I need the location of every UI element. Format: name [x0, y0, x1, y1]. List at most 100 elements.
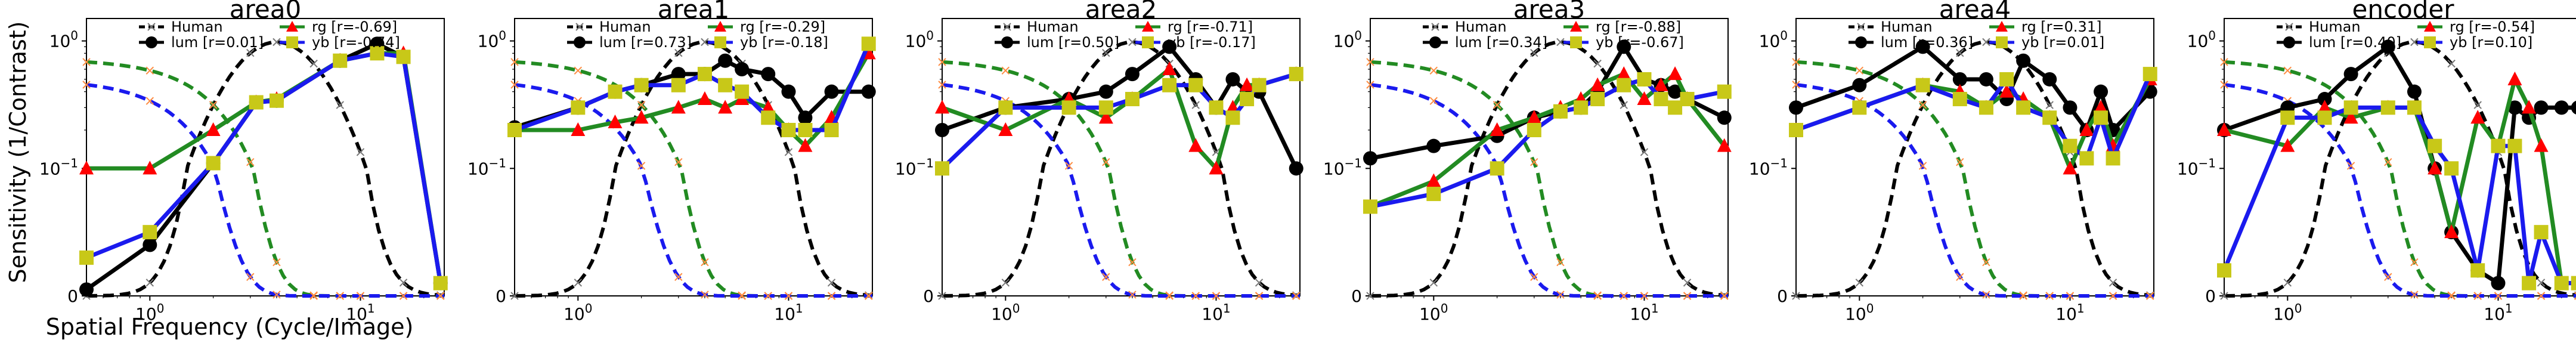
figure-x-axis-label: Spatial Frequency (Cycle/Image)	[45, 314, 414, 340]
data-point-rg	[2079, 122, 2094, 136]
human-cross-marker	[510, 58, 519, 66]
human-cross-marker	[1556, 291, 1565, 299]
y-tick-label: 100	[1759, 29, 1788, 51]
human-cross-marker	[1982, 291, 1990, 299]
data-point-yb	[1979, 100, 1993, 115]
data-point-lum	[1915, 39, 1930, 54]
data-point-yb	[2491, 138, 2506, 153]
data-point-rg	[1240, 77, 1255, 91]
data-point-yb	[571, 100, 586, 115]
y-tick-label: 10−1	[895, 156, 934, 178]
data-point-rg	[2317, 100, 2332, 114]
human-cross-marker	[1255, 279, 1264, 287]
y-tick-label: 100	[49, 29, 78, 51]
human-cross-marker	[2447, 292, 2456, 300]
legend-rg-marker	[1142, 21, 1154, 32]
data-point-rg	[1098, 110, 1113, 124]
legend-yb-marker	[286, 36, 298, 48]
human-cross-marker	[2066, 292, 2075, 300]
data-point-yb	[1999, 72, 2014, 86]
data-point-rg	[718, 100, 733, 114]
data-point-rg	[671, 100, 686, 114]
data-point-yb	[798, 122, 813, 137]
human-rg-curve	[1370, 60, 1728, 298]
human-cross-marker	[2283, 66, 2292, 75]
data-point-lum	[1426, 138, 1441, 153]
data-point-rg	[1999, 84, 2014, 98]
legend-rg-label: rg [r=-0.71]	[1168, 18, 1253, 35]
data-point-yb	[671, 78, 686, 92]
x-tick-label: 100	[564, 301, 592, 324]
human-cross-marker	[784, 148, 793, 156]
x-tick-label: 101	[2055, 301, 2084, 324]
data-point-rg	[2343, 110, 2358, 124]
legend-yb-marker	[1142, 36, 1154, 48]
data-point-rg	[571, 122, 586, 136]
human-cross-marker	[2473, 292, 2482, 300]
human-rg-curve	[86, 60, 444, 298]
legend-lum-label: lum [r=0.01]	[171, 34, 264, 51]
human-cross-marker	[1001, 279, 1010, 287]
legend-lum-marker	[1429, 36, 1441, 48]
human-cross-marker	[637, 101, 646, 109]
human-cross-marker	[1064, 162, 1073, 170]
data-point-rg	[1209, 160, 1224, 175]
legend-rg-marker	[1570, 21, 1582, 32]
x-tick-label: 100	[2273, 301, 2302, 324]
data-point-rg	[1188, 138, 1203, 152]
series-line-yb	[513, 43, 871, 132]
data-point-rg	[2063, 160, 2077, 175]
human-cross-marker	[356, 148, 365, 156]
legend-human-label: Human	[1881, 18, 1933, 35]
data-point-yb	[761, 110, 776, 125]
human-cross-marker	[1429, 66, 1438, 75]
data-point-rg	[1637, 91, 1652, 106]
human-cross-marker	[2109, 292, 2117, 300]
human-cross-marker	[399, 279, 408, 287]
human-cross-marker	[209, 101, 218, 109]
data-point-lum	[1952, 72, 1967, 86]
human-cross-marker	[1530, 48, 1538, 57]
human-cross-marker	[674, 273, 683, 281]
data-point-rg	[143, 160, 157, 175]
data-point-lum	[2571, 100, 2576, 115]
data-point-lum	[761, 67, 776, 82]
legend-yb-label: yb [r=-0.17]	[1168, 34, 1256, 51]
data-point-yb	[2380, 100, 2395, 115]
data-point-yb	[2534, 225, 2549, 240]
human-cross-marker	[1366, 292, 1374, 300]
data-point-yb	[2063, 138, 2077, 153]
legend-human-marker	[147, 23, 156, 31]
y-axis-label-wrap: Sensitivity (1/Contrast)	[0, 0, 36, 344]
human-cross-marker	[1128, 38, 1137, 47]
human-cross-marker	[2384, 157, 2392, 166]
human-cross-marker	[764, 292, 772, 300]
data-point-yb	[2016, 100, 2031, 115]
human-cross-marker	[82, 81, 91, 89]
data-point-yb	[1637, 72, 1652, 86]
data-point-yb	[1527, 122, 1541, 137]
y-tick-label: 10−1	[39, 156, 78, 178]
human-cross-marker	[701, 38, 709, 47]
x-tick-label: 101	[1202, 301, 1230, 324]
chart-title: area0	[230, 0, 301, 24]
data-point-yb	[935, 161, 949, 176]
data-point-yb	[1125, 92, 1140, 107]
series-line-yb	[2222, 105, 2576, 286]
human-cross-marker	[1956, 273, 1964, 281]
data-point-rg	[2470, 110, 2485, 124]
human-cross-marker	[738, 292, 746, 300]
legend-rg-label: rg [r=-0.88]	[1596, 18, 1681, 35]
legend-yb-label: yb [r=-0.67]	[1596, 34, 1684, 51]
data-point-yb	[2079, 151, 2094, 166]
data-point-yb	[2571, 276, 2576, 291]
human-cross-marker	[1530, 273, 1538, 281]
data-point-yb	[1490, 161, 1504, 176]
data-point-lum	[671, 67, 686, 82]
data-point-lum	[2534, 100, 2549, 115]
human-cross-marker	[938, 81, 946, 89]
legend-lum-label: lum [r=0.50]	[1027, 34, 1119, 51]
